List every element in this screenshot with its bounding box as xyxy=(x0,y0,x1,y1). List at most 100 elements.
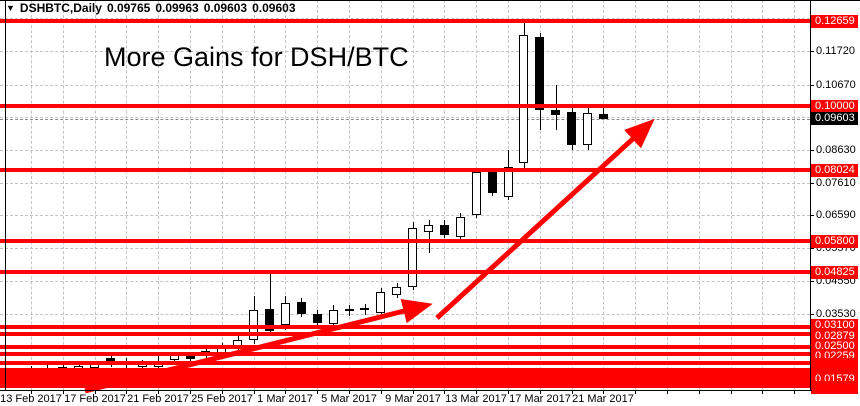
support-resistance-line[interactable] xyxy=(0,345,810,349)
candle-body xyxy=(567,112,576,145)
grid-line-horizontal xyxy=(0,150,810,151)
candle-body xyxy=(488,172,497,193)
trend-arrow[interactable] xyxy=(84,298,433,394)
symbol-dropdown-icon[interactable]: ▼ xyxy=(6,2,15,13)
grid-line-vertical xyxy=(444,0,445,390)
grid-line-vertical xyxy=(381,0,382,390)
grid-line-vertical xyxy=(254,0,255,390)
price-level-label: 0.02879 xyxy=(811,330,858,343)
ohlc-high: 0.09963 xyxy=(155,0,199,15)
grid-line-vertical xyxy=(317,0,318,390)
candle-body xyxy=(472,172,481,215)
candle-body xyxy=(440,225,449,235)
grid-line-vertical xyxy=(63,0,64,390)
time-axis-tick xyxy=(126,391,127,394)
grid-line-vertical xyxy=(413,0,414,390)
grid-line-vertical xyxy=(603,0,604,390)
time-axis-tick xyxy=(31,391,32,394)
support-resistance-line[interactable] xyxy=(0,325,810,329)
grid-line-vertical xyxy=(540,0,541,390)
time-axis-tick xyxy=(603,391,604,394)
date-label: 9 Mar 2017 xyxy=(385,393,441,405)
support-resistance-line[interactable] xyxy=(0,19,810,23)
support-resistance-line[interactable] xyxy=(0,352,810,356)
price-tick-label: 0.11720 xyxy=(816,45,855,57)
support-resistance-line[interactable] xyxy=(0,104,810,108)
grid-line-vertical xyxy=(699,0,700,390)
price-tick-label: 0.06590 xyxy=(816,209,856,221)
price-level-label: 0.10000 xyxy=(811,100,858,113)
support-resistance-line[interactable] xyxy=(0,374,810,378)
support-resistance-line[interactable] xyxy=(0,270,810,274)
price-axis-tick xyxy=(810,85,814,86)
date-label: 17 Feb 2017 xyxy=(64,393,126,405)
support-resistance-line[interactable] xyxy=(0,361,810,365)
grid-line-vertical xyxy=(31,0,32,390)
price-axis-tick xyxy=(810,150,814,151)
candle-body xyxy=(345,309,354,311)
grid-line-vertical xyxy=(349,0,350,390)
current-price-line xyxy=(0,119,810,120)
grid-line-vertical xyxy=(667,0,668,390)
annotation-title[interactable]: More Gains for DSH/BTC xyxy=(104,42,409,72)
price-axis-tick xyxy=(810,51,814,52)
grid-line-horizontal xyxy=(0,281,810,282)
candle-body xyxy=(535,37,544,110)
date-label: 17 Mar 2017 xyxy=(509,393,571,405)
price-level-label: 0.04825 xyxy=(811,266,858,279)
support-resistance-line[interactable] xyxy=(0,384,810,388)
date-label: 21 Mar 2017 xyxy=(572,393,634,405)
date-label: 25 Feb 2017 xyxy=(191,393,253,405)
support-resistance-line[interactable] xyxy=(0,168,810,172)
candle-body xyxy=(297,302,306,314)
candle-body xyxy=(599,114,608,119)
symbol-period-label: DSHBTC,Daily xyxy=(19,0,102,15)
time-axis-tick xyxy=(349,391,350,394)
candle-body xyxy=(504,167,513,197)
support-resistance-line[interactable] xyxy=(0,332,810,336)
candle-body xyxy=(424,225,433,232)
candle-body xyxy=(456,217,465,237)
time-axis-tick xyxy=(190,391,191,394)
price-axis-line xyxy=(810,0,811,391)
date-label: 21 Feb 2017 xyxy=(127,393,189,405)
time-axis-tick xyxy=(667,391,668,394)
support-resistance-line[interactable] xyxy=(0,381,810,385)
candle-wick xyxy=(603,107,604,119)
support-resistance-line[interactable] xyxy=(0,239,810,243)
time-axis-tick xyxy=(540,391,541,394)
grid-line-horizontal xyxy=(0,183,810,184)
time-axis-tick xyxy=(635,391,636,394)
price-axis-tick xyxy=(810,281,814,282)
grid-line-horizontal xyxy=(0,215,810,216)
time-axis-tick xyxy=(476,391,477,394)
grid-line-horizontal xyxy=(0,18,810,19)
price-axis-tick xyxy=(810,183,814,184)
ohlc-low: 0.09603 xyxy=(203,0,248,15)
date-label: 13 Mar 2017 xyxy=(445,393,507,405)
price-tick-label: 0.08630 xyxy=(816,144,856,156)
support-resistance-line[interactable] xyxy=(0,378,810,382)
time-axis-tick xyxy=(95,391,96,394)
support-resistance-line[interactable] xyxy=(0,368,810,372)
support-resistance-line[interactable] xyxy=(0,372,810,376)
time-axis-tick xyxy=(381,391,382,394)
grid-line-vertical xyxy=(731,0,732,390)
grid-line-vertical xyxy=(762,0,763,390)
chart-header: ▼ DSHBTC,Daily 0.09765 0.09963 0.09603 0… xyxy=(6,0,296,15)
price-axis-tick xyxy=(810,248,814,249)
time-axis-tick xyxy=(254,391,255,394)
candle-body xyxy=(392,287,401,295)
price-tick-label: 0.03530 xyxy=(816,308,856,320)
grid-line-vertical xyxy=(794,0,795,390)
ohlc-open: 0.09765 xyxy=(106,0,151,15)
trend-arrow[interactable] xyxy=(435,118,655,320)
time-axis-tick xyxy=(699,391,700,394)
price-level-label: 0.05800 xyxy=(811,235,858,248)
candle-body xyxy=(551,110,560,115)
date-label: 1 Mar 2017 xyxy=(257,393,313,405)
time-axis-tick xyxy=(158,391,159,394)
price-level-label: 0.08024 xyxy=(811,164,858,177)
current-price-label: 0.09603 xyxy=(811,112,858,125)
time-axis-tick xyxy=(413,391,414,394)
